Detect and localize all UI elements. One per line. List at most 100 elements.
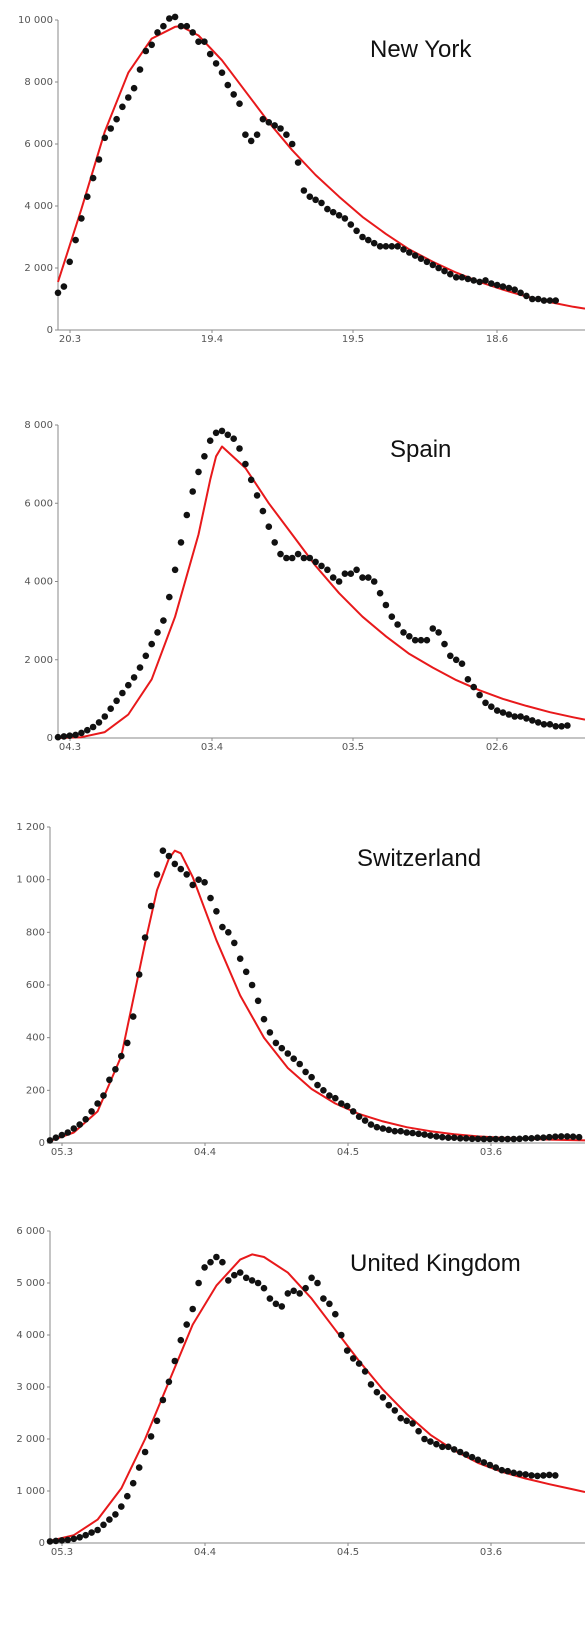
spain-data-point xyxy=(189,488,196,495)
united-kingdom-data-point xyxy=(445,1443,452,1451)
new-york-data-point xyxy=(113,115,120,123)
switzerland-data-point xyxy=(492,1135,500,1143)
spain-data-point xyxy=(552,723,559,730)
united-kingdom-y-tick-label: 2 000 xyxy=(16,1434,45,1445)
united-kingdom-data-point xyxy=(450,1446,458,1453)
united-kingdom-y-tick-label: 5 000 xyxy=(16,1278,45,1289)
new-york-data-point xyxy=(189,29,196,36)
new-york-data-point xyxy=(400,246,407,253)
united-kingdom-data-point xyxy=(480,1459,488,1466)
new-york-data-point xyxy=(84,193,91,200)
switzerland-data-point xyxy=(563,1133,571,1140)
spain-data-point xyxy=(166,593,173,601)
new-york-data-point xyxy=(411,252,419,259)
new-york-data-point xyxy=(271,122,279,129)
new-york-data-point xyxy=(382,243,390,250)
switzerland-y-tick-label: 200 xyxy=(26,1085,45,1096)
united-kingdom-data-point xyxy=(52,1537,60,1545)
united-kingdom-data-point xyxy=(433,1440,440,1448)
switzerland-data-point xyxy=(88,1108,95,1115)
united-kingdom-data-point xyxy=(308,1274,315,1282)
spain-data-point xyxy=(452,656,460,664)
switzerland-data-point xyxy=(58,1131,66,1139)
new-york-data-point xyxy=(95,156,103,163)
switzerland-data-point xyxy=(528,1135,535,1142)
united-kingdom-data-point xyxy=(391,1407,399,1414)
switzerland-data-point xyxy=(171,860,179,868)
united-kingdom-data-point xyxy=(332,1310,339,1318)
switzerland-data-point xyxy=(379,1125,387,1132)
new-york-data-point xyxy=(177,22,185,30)
spain-data-point xyxy=(341,570,349,577)
switzerland-data-point xyxy=(373,1123,381,1131)
new-york-data-point xyxy=(148,41,155,49)
spain-data-point xyxy=(294,550,302,558)
new-york-data-point xyxy=(288,140,296,148)
spain-data-point xyxy=(113,697,120,705)
spain-data-point xyxy=(523,715,530,722)
united-kingdom-data-point xyxy=(278,1303,286,1310)
switzerland-data-point xyxy=(76,1121,83,1128)
spain-x-tick-label: 03.4 xyxy=(201,742,223,753)
new-york-data-point xyxy=(101,134,109,142)
spain-y-tick-label: 4 000 xyxy=(24,577,53,588)
spain-data-point xyxy=(499,709,507,716)
new-york-data-point xyxy=(183,22,191,30)
switzerland-data-point xyxy=(409,1129,416,1137)
united-kingdom-data-point xyxy=(135,1464,143,1471)
new-york-x-tick-label: 19.5 xyxy=(342,334,364,345)
switzerland-data-point xyxy=(124,1039,131,1047)
spain-data-point xyxy=(195,468,202,476)
spain-data-point xyxy=(265,523,273,530)
spain-data-point xyxy=(201,453,208,460)
spain-data-point xyxy=(259,507,267,515)
switzerland-data-point xyxy=(575,1133,583,1141)
switzerland-y-tick-label: 800 xyxy=(26,927,45,938)
united-kingdom-data-point xyxy=(207,1258,214,1266)
spain-data-point xyxy=(353,566,360,574)
new-york-data-point xyxy=(464,275,472,283)
united-kingdom-data-point xyxy=(171,1357,179,1365)
spain-x-tick-label: 04.3 xyxy=(59,742,81,753)
new-york-y-tick-label: 4 000 xyxy=(24,201,53,212)
new-york-x-tick-label: 20.3 xyxy=(59,334,81,345)
spain-data-point xyxy=(60,733,68,740)
switzerland-data-point xyxy=(403,1129,411,1136)
spain-data-point xyxy=(236,445,243,452)
new-york-data-point xyxy=(230,91,237,98)
united-kingdom-data-point xyxy=(112,1511,119,1518)
new-york-data-point xyxy=(306,193,314,200)
chart-panel-new-york: 0 2 000 4 000 6 000 8 000 10 000 20.3 19.4 19.5 1… xyxy=(18,13,585,345)
united-kingdom-data-point xyxy=(165,1378,173,1386)
new-york-data-point xyxy=(171,13,179,21)
spain-data-point xyxy=(482,699,489,707)
chart-panel-united-kingdom: 0 1 000 2 000 3 000 4 000 5 000 6 000 05.3 04.4 0… xyxy=(16,1226,585,1558)
switzerland-data-point xyxy=(213,908,220,915)
switzerland-data-point xyxy=(522,1135,529,1142)
spain-data-point xyxy=(382,601,390,609)
spain-data-point xyxy=(253,492,261,499)
united-kingdom-data-point xyxy=(540,1472,547,1479)
new-york-data-point xyxy=(476,278,483,286)
switzerland-data-point xyxy=(456,1135,464,1142)
switzerland-data-point xyxy=(290,1055,298,1062)
switzerland-data-point xyxy=(510,1135,517,1143)
switzerland-data-point xyxy=(308,1073,315,1081)
switzerland-data-point xyxy=(52,1134,60,1141)
united-kingdom-data-point xyxy=(522,1471,529,1478)
spain-data-point xyxy=(476,691,483,699)
united-kingdom-data-point xyxy=(272,1300,280,1308)
switzerland-data-point xyxy=(135,971,143,978)
switzerland-data-point xyxy=(498,1135,506,1143)
united-kingdom-data-point xyxy=(498,1466,506,1474)
united-kingdom-data-point xyxy=(46,1538,54,1545)
new-york-data-point xyxy=(406,249,413,256)
switzerland-y-tick-label: 1 200 xyxy=(16,822,45,833)
switzerland-data-point xyxy=(236,955,244,962)
united-kingdom-data-point xyxy=(427,1438,434,1445)
spain-data-point xyxy=(447,652,454,660)
spain-data-point xyxy=(429,625,437,632)
switzerland-data-point xyxy=(326,1092,333,1099)
new-york-data-point xyxy=(318,199,325,207)
